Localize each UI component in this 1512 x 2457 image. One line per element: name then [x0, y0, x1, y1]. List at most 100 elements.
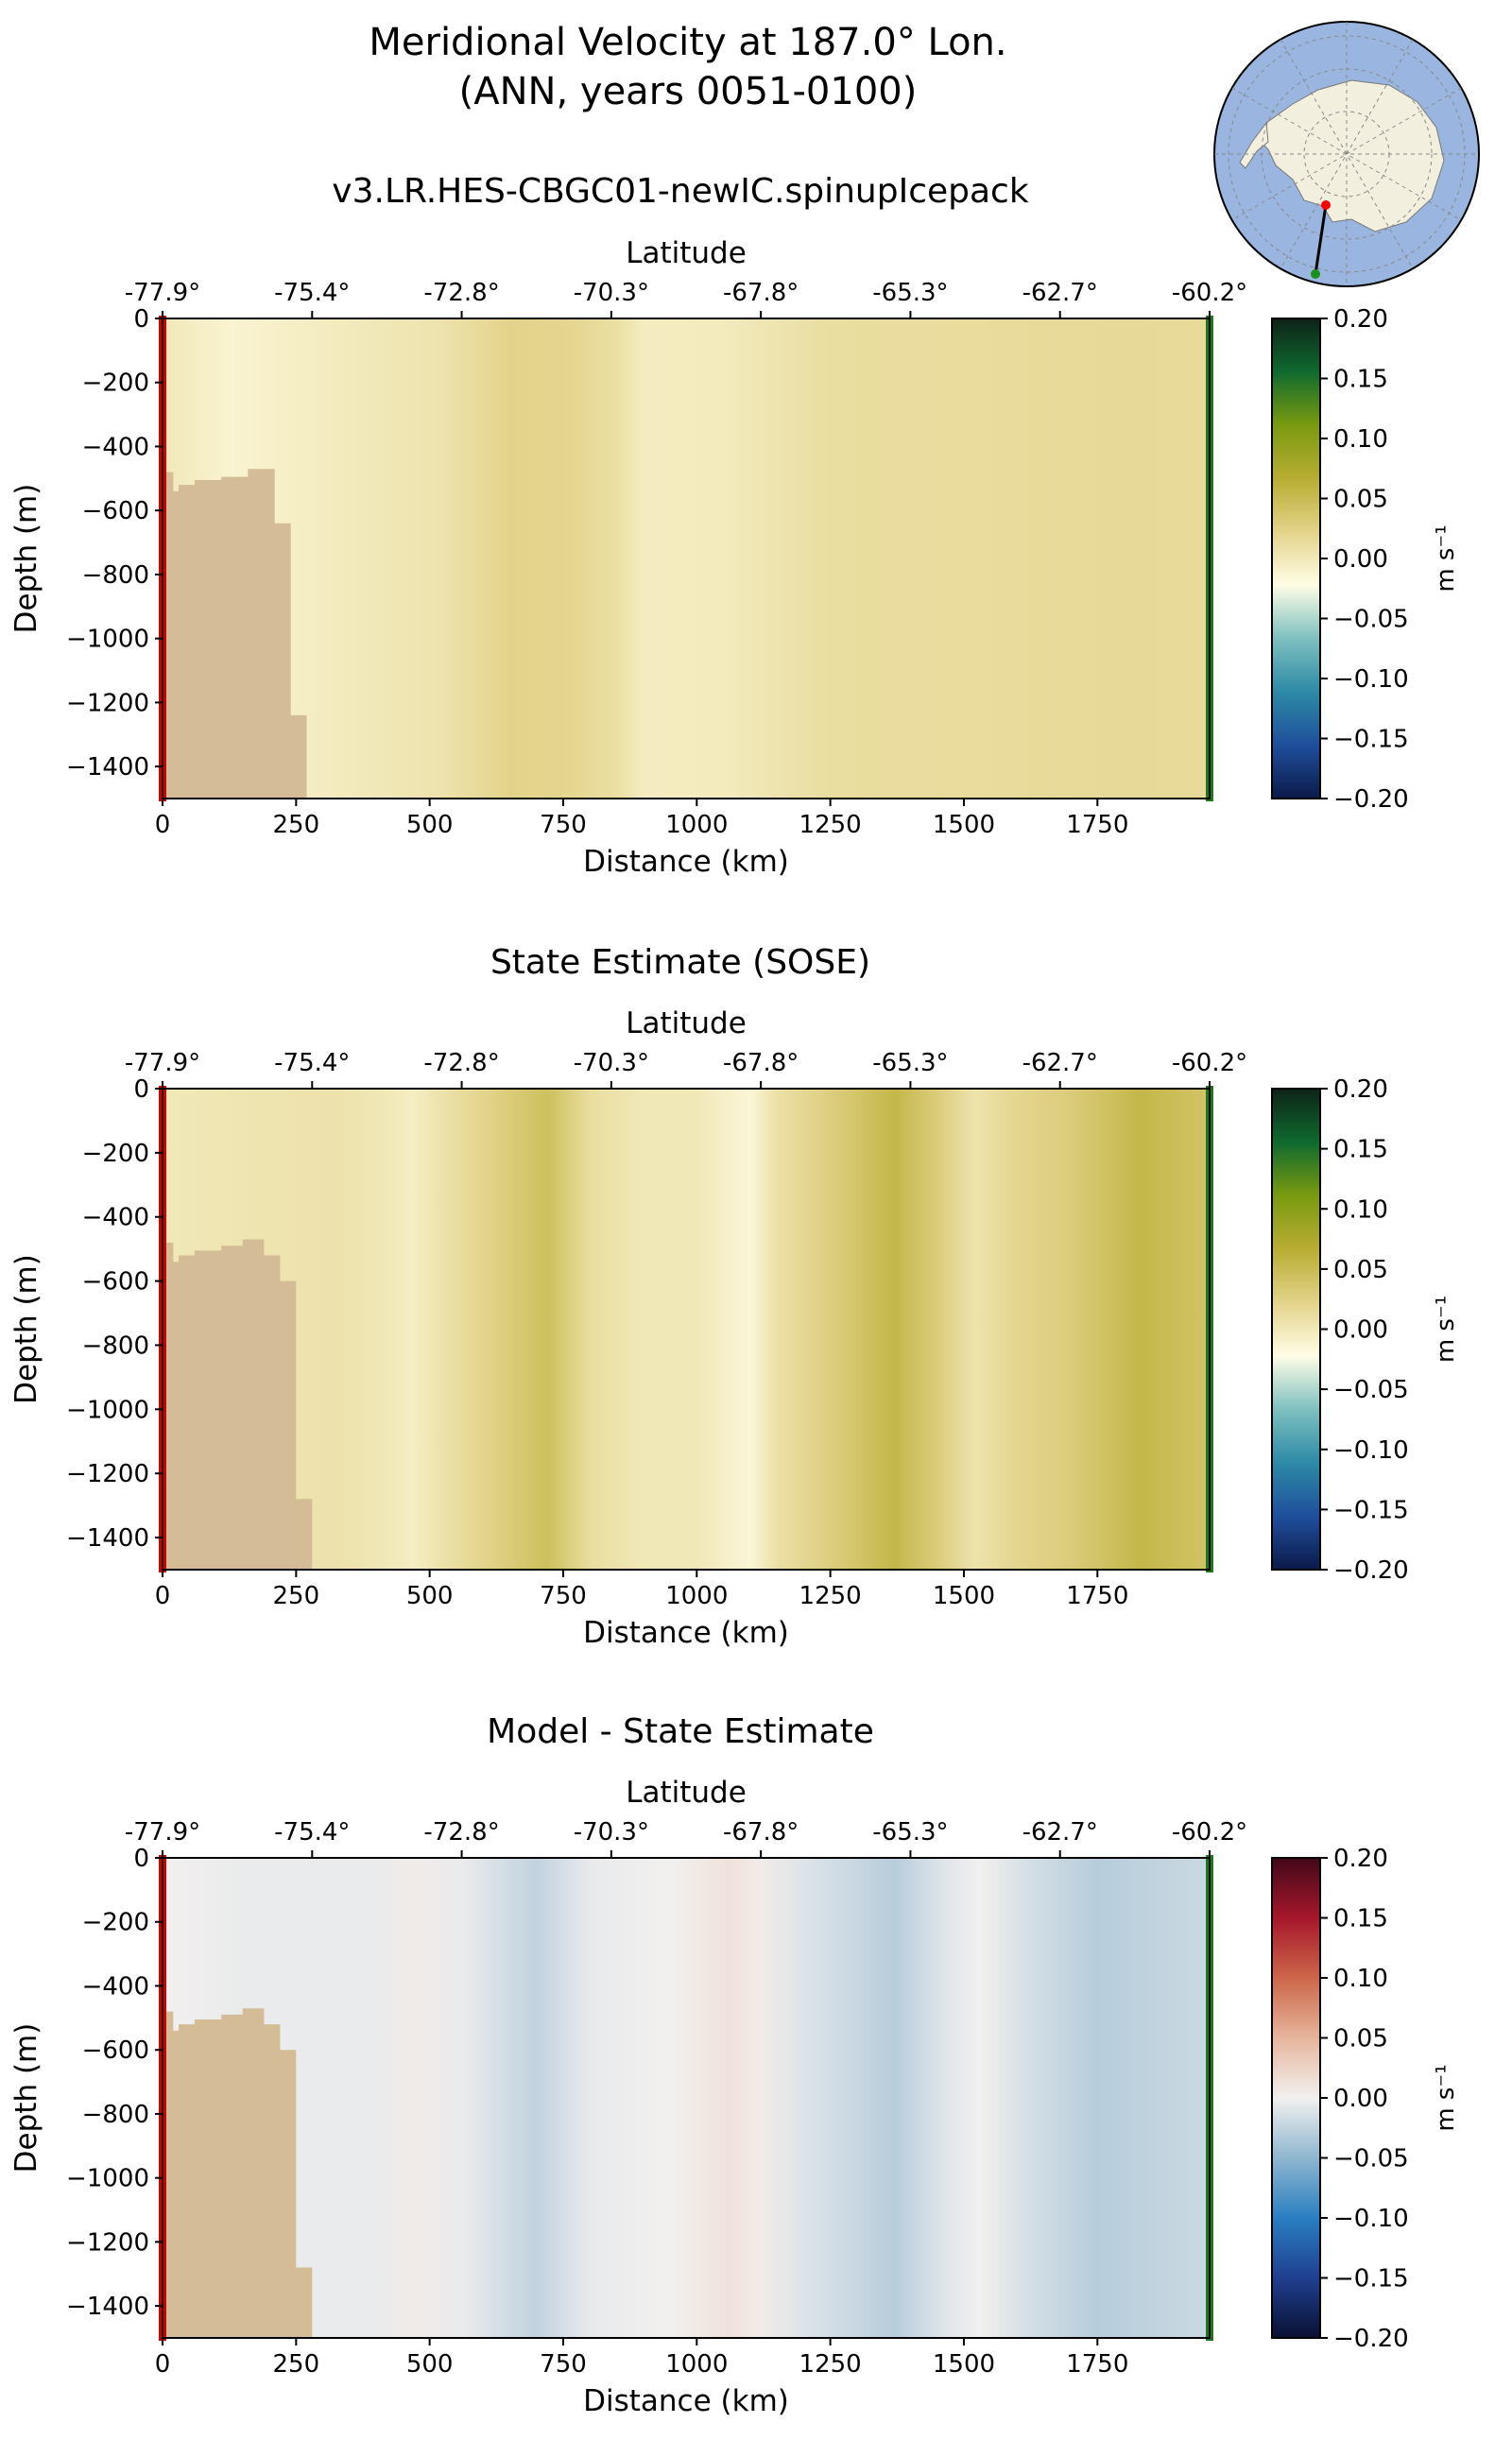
colorbar-tick-label: 0.10 [1333, 1195, 1388, 1224]
colorbar-label: m s⁻¹ [1432, 1296, 1460, 1363]
colorbar [1271, 318, 1321, 799]
x-tick-label: 0 [155, 2350, 171, 2379]
colorbar [1271, 1088, 1321, 1571]
colorbar-tick-label: 0.10 [1333, 1965, 1388, 1993]
colorbar-tick-label: −0.10 [1333, 2205, 1409, 2233]
y-tick-label: −1000 [66, 2165, 149, 2193]
x-axis-label: Distance (km) [583, 2384, 789, 2418]
panel-2: State Estimate (SOSE) Latitude -77.9° -75.4… [9, 943, 1460, 1650]
y-axis-label: Depth (m) [9, 484, 43, 634]
x-tick-label: 500 [406, 811, 454, 839]
colorbar-tick-label: −0.20 [1333, 785, 1409, 814]
panel-1: v3.LR.HES-CBGC01-newIC.spinupIcepack Lati… [9, 172, 1460, 879]
x-tick-label: 250 [273, 811, 320, 839]
y-tick-label: −200 [82, 1909, 149, 1937]
colorbar-tick-label: 0.00 [1333, 1316, 1388, 1345]
y-tick-label: 0 [133, 305, 149, 334]
y-tick-label: −200 [82, 369, 149, 398]
x-tick-label: 250 [273, 2350, 320, 2379]
y-tick-label: −400 [82, 433, 149, 461]
x-tick-label: 1500 [933, 1582, 995, 1610]
x-tick-label: 1000 [665, 1582, 728, 1610]
colorbar-tick-label: −0.15 [1333, 726, 1409, 754]
colorbar-tick-label: 0.20 [1333, 1075, 1388, 1104]
colorbar-tick-label: 0.15 [1333, 1905, 1388, 1933]
y-axis-label: Depth (m) [9, 1254, 43, 1404]
lat-tick-label: -70.3° [574, 279, 649, 307]
colorbar-tick-label: 0.15 [1333, 1136, 1388, 1164]
x-tick-label: 1750 [1066, 1582, 1128, 1610]
top-axis-label: Latitude [626, 236, 747, 270]
x-axis-label: Distance (km) [583, 845, 789, 879]
colorbar-tick-label: −0.10 [1333, 665, 1409, 694]
y-tick-label: −1000 [66, 626, 149, 654]
colorbar-tick-label: 0.05 [1333, 2025, 1388, 2053]
y-tick-label: −1000 [66, 1396, 149, 1424]
colorbar-tick-label: −0.15 [1333, 1496, 1409, 1524]
y-tick-label: −1400 [66, 2293, 149, 2321]
top-axis-label: Latitude [626, 1006, 747, 1040]
figure-title-line1: Meridional Velocity at 187.0° Lon. [369, 21, 1006, 64]
x-tick-label: 0 [155, 811, 171, 839]
lat-tick-label: -67.8° [723, 279, 799, 307]
x-tick-label: 1500 [933, 2350, 995, 2379]
lat-tick-label: -62.7° [1022, 1049, 1098, 1077]
bathymetry [163, 469, 307, 799]
lat-tick-label: -72.8° [423, 1818, 499, 1847]
colorbar [1271, 1857, 1321, 2339]
panel-title: Model - State Estimate [487, 1712, 874, 1751]
bathymetry [163, 1239, 313, 1570]
velocity-field [163, 1858, 1210, 2338]
x-tick-label: 1250 [799, 2350, 862, 2379]
colorbar-tick-label: 0.05 [1333, 1256, 1388, 1284]
x-tick-label: 750 [540, 811, 587, 839]
colorbar-tick-label: 0.05 [1333, 486, 1388, 514]
x-tick-label: 1000 [665, 2350, 728, 2379]
lat-tick-label: -60.2° [1172, 1049, 1247, 1077]
x-tick-label: 1250 [799, 1582, 862, 1610]
y-tick-label: −400 [82, 1204, 149, 1232]
panel-title: State Estimate (SOSE) [490, 943, 870, 982]
lat-tick-label: -67.8° [723, 1818, 799, 1847]
velocity-field [163, 1089, 1210, 1570]
x-axis-label: Distance (km) [583, 1616, 789, 1650]
velocity-field [163, 318, 1210, 799]
colorbar-tick-label: −0.15 [1333, 2265, 1409, 2294]
y-tick-label: −1200 [66, 2228, 149, 2257]
colorbar-label: m s⁻¹ [1432, 2064, 1460, 2131]
colorbar-tick-label: 0.00 [1333, 2085, 1388, 2113]
lat-tick-label: -65.3° [872, 1818, 948, 1847]
lat-tick-label: -72.8° [423, 1049, 499, 1077]
bathymetry [163, 2008, 313, 2338]
y-tick-label: −800 [82, 561, 149, 590]
y-tick-label: −1400 [66, 1524, 149, 1553]
x-tick-label: 1250 [799, 811, 862, 839]
figure-title-line2: (ANN, years 0051-0100) [459, 70, 918, 113]
colorbar-tick-label: −0.10 [1333, 1436, 1409, 1465]
lat-tick-label: -62.7° [1022, 1818, 1098, 1847]
x-tick-label: 750 [540, 1582, 587, 1610]
colorbar-tick-label: 0.00 [1333, 545, 1388, 574]
colorbar-tick-label: 0.10 [1333, 425, 1388, 454]
top-axis-label: Latitude [626, 1776, 747, 1810]
x-tick-label: 1000 [665, 811, 728, 839]
colorbar-tick-label: 0.15 [1333, 366, 1388, 394]
y-axis-label: Depth (m) [9, 2023, 43, 2174]
x-tick-label: 250 [273, 1582, 320, 1610]
y-tick-label: −800 [82, 1332, 149, 1360]
lat-tick-label: -72.8° [423, 279, 499, 307]
x-tick-label: 750 [540, 2350, 587, 2379]
y-tick-label: −600 [82, 2036, 149, 2065]
colorbar-label: m s⁻¹ [1432, 524, 1460, 592]
lat-tick-label: -65.3° [872, 1049, 948, 1077]
lat-tick-label: -60.2° [1172, 279, 1247, 307]
colorbar-tick-label: −0.20 [1333, 2325, 1409, 2353]
lat-tick-label: -65.3° [872, 279, 948, 307]
y-tick-label: −600 [82, 497, 149, 525]
y-tick-label: 0 [133, 1075, 149, 1104]
lat-tick-label: -75.4° [274, 279, 350, 307]
colorbar-tick-label: −0.05 [1333, 2145, 1409, 2174]
y-tick-label: 0 [133, 1845, 149, 1873]
colorbar-tick-label: −0.20 [1333, 1556, 1409, 1585]
lat-tick-label: -62.7° [1022, 279, 1098, 307]
